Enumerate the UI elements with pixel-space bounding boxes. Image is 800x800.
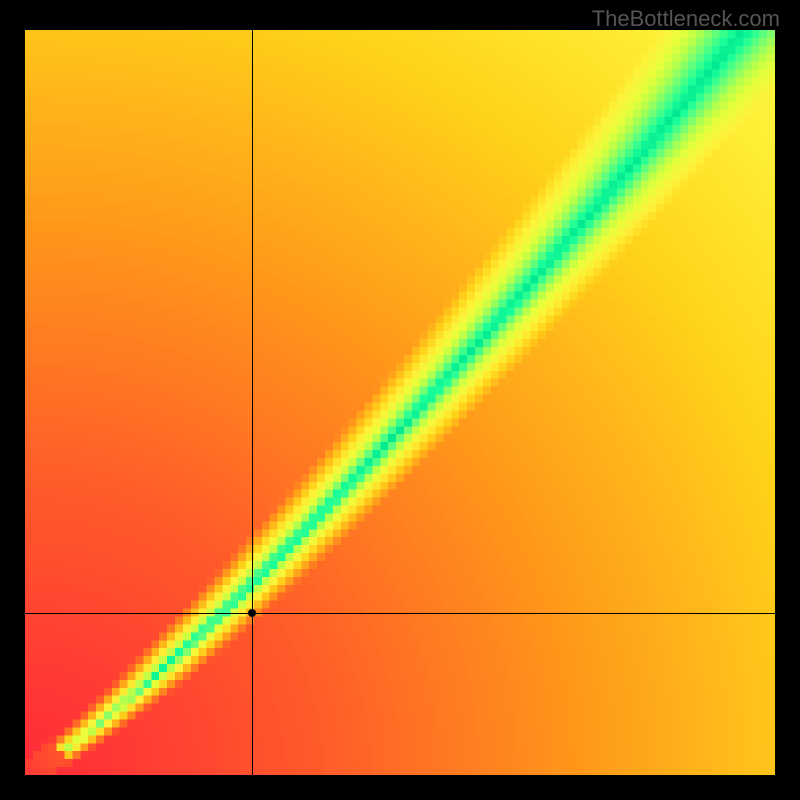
- crosshair-vertical: [252, 30, 253, 775]
- heatmap-canvas: [25, 30, 775, 775]
- watermark-text: TheBottleneck.com: [592, 6, 780, 32]
- heatmap-plot: [25, 30, 775, 775]
- crosshair-marker: [248, 609, 256, 617]
- crosshair-horizontal: [25, 613, 775, 614]
